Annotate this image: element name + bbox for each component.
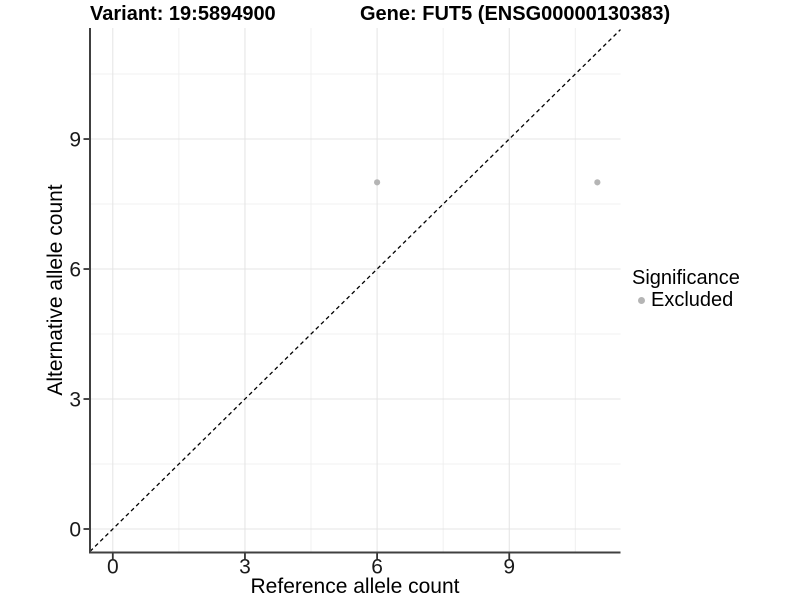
variant-title: Variant: 19:5894900 <box>90 3 276 25</box>
x-tick-label: 6 <box>371 556 383 579</box>
y-tick-label: 6 <box>69 259 81 282</box>
legend-entry: Excluded <box>632 289 740 312</box>
data-point <box>374 179 381 186</box>
x-axis-title: Reference allele count <box>250 575 460 598</box>
y-tick-label: 9 <box>69 129 81 152</box>
y-tick-label: 3 <box>69 389 81 412</box>
legend: Significance Excluded <box>632 267 740 312</box>
x-tick-label: 3 <box>239 556 251 579</box>
legend-title: Significance <box>632 267 740 289</box>
legend-entry-label: Excluded <box>651 289 734 311</box>
x-tick-label: 9 <box>503 556 515 579</box>
x-tick-label: 0 <box>107 556 119 579</box>
y-tick-label: 0 <box>69 519 81 542</box>
data-point <box>594 179 601 186</box>
gene-title: Gene: FUT5 (ENSG00000130383) <box>360 3 671 25</box>
y-axis-title: Alternative allele count <box>44 184 67 396</box>
excluded-point-icon <box>638 297 645 304</box>
identity-dashed-line <box>89 29 621 552</box>
